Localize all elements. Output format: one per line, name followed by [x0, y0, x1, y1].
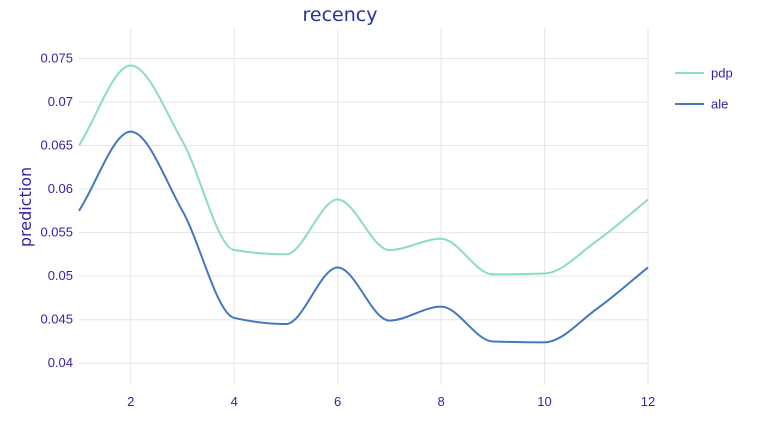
y-tick-label: 0.055	[40, 225, 73, 240]
y-tick-label: 0.045	[40, 312, 73, 327]
y-tick-labels: 0.04 0.045 0.05 0.055 0.06 0.065 0.07 0.075	[40, 50, 73, 370]
legend-label: pdp	[711, 66, 733, 81]
legend-item-pdp[interactable]: pdp	[675, 66, 733, 81]
x-tick-labels: 2 4 6 8 10 12	[127, 394, 655, 409]
legend-item-ale[interactable]: ale	[675, 97, 728, 112]
x-tick-label: 12	[641, 394, 655, 409]
x-tick-label: 8	[437, 394, 444, 409]
legend-label: ale	[711, 97, 728, 112]
x-tick-label: 4	[231, 394, 238, 409]
series-line-ale	[78, 130, 649, 344]
y-axis-label: prediction	[16, 167, 35, 247]
y-tick-label: 0.06	[48, 181, 73, 196]
y-tick-label: 0.065	[40, 138, 73, 153]
legend[interactable]: pdp ale	[675, 66, 733, 112]
y-tick-label: 0.075	[40, 50, 73, 65]
chart-title: recency	[303, 4, 378, 26]
y-tick-label: 0.07	[48, 94, 73, 109]
grid-lines	[79, 28, 649, 385]
series-lines	[78, 64, 649, 344]
x-tick-label: 2	[127, 394, 134, 409]
y-tick-label: 0.05	[48, 268, 73, 283]
y-tick-label: 0.04	[48, 355, 73, 370]
series-line-pdp	[78, 64, 649, 276]
x-tick-label: 6	[334, 394, 341, 409]
x-tick-label: 10	[537, 394, 551, 409]
